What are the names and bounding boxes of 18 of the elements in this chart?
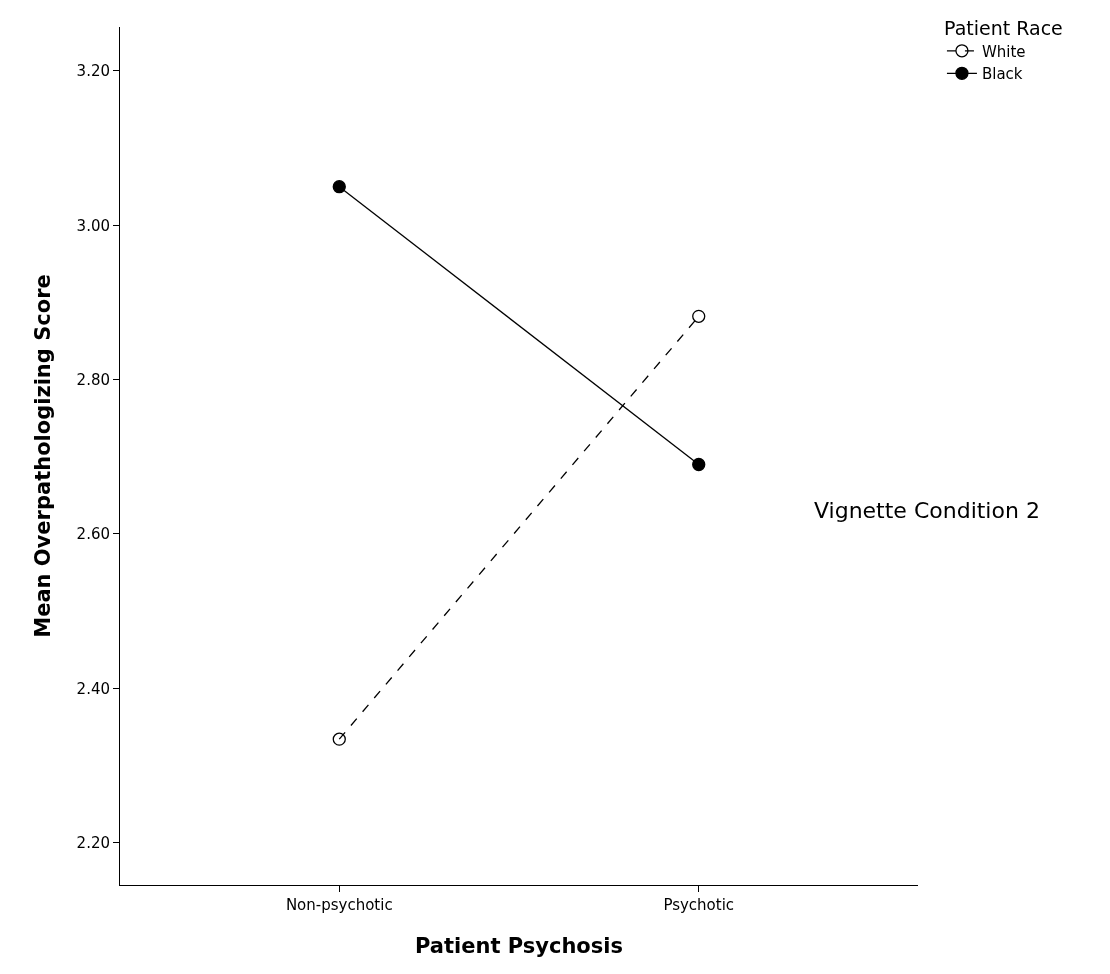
legend-label: Black — [981, 65, 1023, 84]
x-tick-label: Psychotic — [663, 896, 735, 914]
legend-label: White — [981, 42, 1026, 61]
point — [692, 309, 706, 323]
y-tick-label: 2.60 — [76, 525, 110, 544]
y-tick-label: 3.00 — [76, 216, 110, 235]
x-tick-label: Non-psychotic — [285, 896, 393, 914]
y-tick-label: 2.80 — [76, 370, 110, 389]
annotation: Vignette Condition 2 — [814, 498, 1040, 523]
y-axis-title: Mean Overpathologizing Score — [30, 274, 55, 638]
point — [332, 180, 346, 194]
y-tick-label: 3.20 — [76, 62, 110, 81]
y-tick-label: 2.20 — [76, 833, 110, 852]
y-tick-label: 2.40 — [76, 679, 110, 698]
legend-title: Patient Race — [944, 16, 1063, 39]
point — [692, 457, 706, 472]
x-axis-title: Patient Psychosis — [414, 934, 624, 959]
point — [332, 732, 346, 746]
